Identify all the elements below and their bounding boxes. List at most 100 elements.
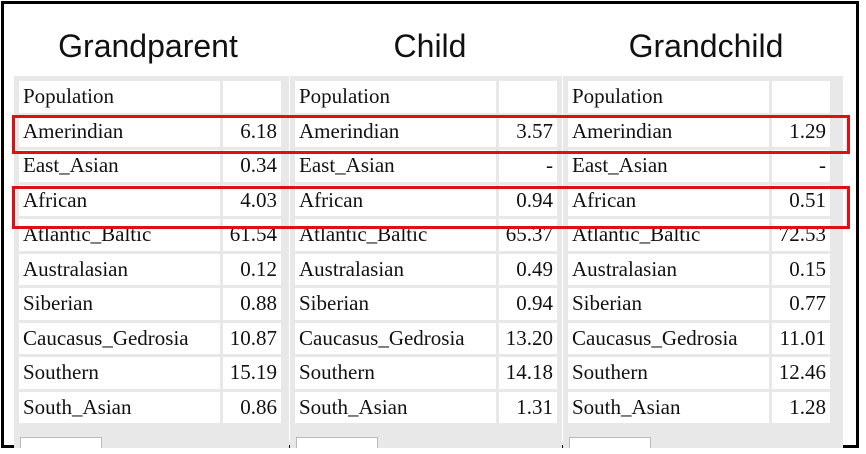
population-name: Caucasus_Gedrosia (568, 322, 769, 354)
grandchild-button-stub[interactable] (569, 437, 651, 448)
table-row: South_Asian 1.28 (568, 391, 830, 423)
highlight-amerindian-row (12, 115, 850, 154)
population-name: East_Asian (19, 150, 220, 182)
population-header: Population (19, 81, 220, 113)
population-name: Siberian (19, 288, 220, 320)
table-row: Siberian 0.88 (19, 288, 281, 320)
table-row: African 0.94 (295, 184, 557, 216)
population-name: East_Asian (568, 150, 769, 182)
population-value: 0.15 (772, 253, 830, 285)
population-name: Atlantic_Baltic (295, 219, 496, 251)
header-row: Population (19, 81, 281, 113)
population-value: 11.01 (772, 322, 830, 354)
grandparent-button-stub[interactable] (20, 437, 102, 448)
population-name: Australasian (19, 253, 220, 285)
population-name: African (19, 184, 220, 216)
header-row: Population (295, 81, 557, 113)
table-row: Southern 15.19 (19, 357, 281, 389)
table-row: Caucasus_Gedrosia 10.87 (19, 322, 281, 354)
population-value: 6.18 (223, 115, 281, 147)
population-value: 4.03 (223, 184, 281, 216)
population-name: Australasian (568, 253, 769, 285)
table-row: Southern 14.18 (295, 357, 557, 389)
population-value: 0.77 (772, 288, 830, 320)
child-panel: Population Amerindian 3.57 East_Asian - Afric… (290, 76, 562, 448)
table-row: Amerindian 6.18 (19, 115, 281, 147)
population-name: Australasian (295, 253, 496, 285)
population-value: 0.88 (223, 288, 281, 320)
population-value: 0.51 (772, 184, 830, 216)
population-name: Southern (568, 357, 769, 389)
table-row: Atlantic_Baltic 65.37 (295, 219, 557, 251)
population-name: Caucasus_Gedrosia (295, 322, 496, 354)
table-row: South_Asian 0.86 (19, 391, 281, 423)
population-value: 10.87 (223, 322, 281, 354)
table-row: Siberian 0.77 (568, 288, 830, 320)
table-row: Southern 12.46 (568, 357, 830, 389)
heading-grandchild: Grandchild (628, 28, 784, 64)
table-row: Atlantic_Baltic 72.53 (568, 219, 830, 251)
population-value: 1.31 (499, 391, 557, 423)
population-value: - (499, 150, 557, 182)
table-row: East_Asian - (295, 150, 557, 182)
grandchild-table: Population Amerindian 1.29 East_Asian - Afric… (565, 78, 833, 426)
header-row: Population (568, 81, 830, 113)
table-row: Caucasus_Gedrosia 11.01 (568, 322, 830, 354)
population-value: 3.57 (499, 115, 557, 147)
table-row: Atlantic_Baltic 61.54 (19, 219, 281, 251)
population-name: Amerindian (19, 115, 220, 147)
table-row: Amerindian 3.57 (295, 115, 557, 147)
value-header (772, 81, 830, 113)
table-row: Amerindian 1.29 (568, 115, 830, 147)
highlight-african-row (12, 186, 850, 229)
population-value: - (772, 150, 830, 182)
table-row: East_Asian - (568, 150, 830, 182)
population-value: 0.34 (223, 150, 281, 182)
population-name: Atlantic_Baltic (568, 219, 769, 251)
population-name: East_Asian (295, 150, 496, 182)
population-name: Atlantic_Baltic (19, 219, 220, 251)
population-value: 12.46 (772, 357, 830, 389)
population-header: Population (295, 81, 496, 113)
population-name: Amerindian (568, 115, 769, 147)
table-row: East_Asian 0.34 (19, 150, 281, 182)
table-row: Caucasus_Gedrosia 13.20 (295, 322, 557, 354)
heading-grandparent: Grandparent (58, 28, 238, 64)
population-name: South_Asian (19, 391, 220, 423)
population-value: 14.18 (499, 357, 557, 389)
population-name: African (295, 184, 496, 216)
population-name: South_Asian (295, 391, 496, 423)
child-table: Population Amerindian 3.57 East_Asian - Afric… (292, 78, 560, 426)
population-name: Southern (295, 357, 496, 389)
population-value: 0.94 (499, 288, 557, 320)
heading-child: Child (393, 28, 467, 64)
population-name: Caucasus_Gedrosia (19, 322, 220, 354)
population-value: 72.53 (772, 219, 830, 251)
population-name: Amerindian (295, 115, 496, 147)
table-row: African 0.51 (568, 184, 830, 216)
population-value: 1.29 (772, 115, 830, 147)
table-row: Australasian 0.49 (295, 253, 557, 285)
population-value: 0.94 (499, 184, 557, 216)
table-row: Siberian 0.94 (295, 288, 557, 320)
population-name: Siberian (568, 288, 769, 320)
grandparent-panel: Population Amerindian 6.18 East_Asian 0.34 Af… (14, 76, 289, 448)
value-header (223, 81, 281, 113)
table-row: Australasian 0.15 (568, 253, 830, 285)
population-name: South_Asian (568, 391, 769, 423)
table-row: South_Asian 1.31 (295, 391, 557, 423)
population-value: 0.49 (499, 253, 557, 285)
population-name: Southern (19, 357, 220, 389)
population-name: African (568, 184, 769, 216)
population-value: 0.12 (223, 253, 281, 285)
child-button-stub[interactable] (296, 437, 378, 448)
grandparent-table: Population Amerindian 6.18 East_Asian 0.34 Af… (16, 78, 284, 426)
population-value: 65.37 (499, 219, 557, 251)
population-value: 15.19 (223, 357, 281, 389)
value-header (499, 81, 557, 113)
population-header: Population (568, 81, 769, 113)
population-value: 1.28 (772, 391, 830, 423)
population-value: 13.20 (499, 322, 557, 354)
grandchild-panel: Population Amerindian 1.29 East_Asian - Afric… (563, 76, 843, 448)
population-value: 0.86 (223, 391, 281, 423)
